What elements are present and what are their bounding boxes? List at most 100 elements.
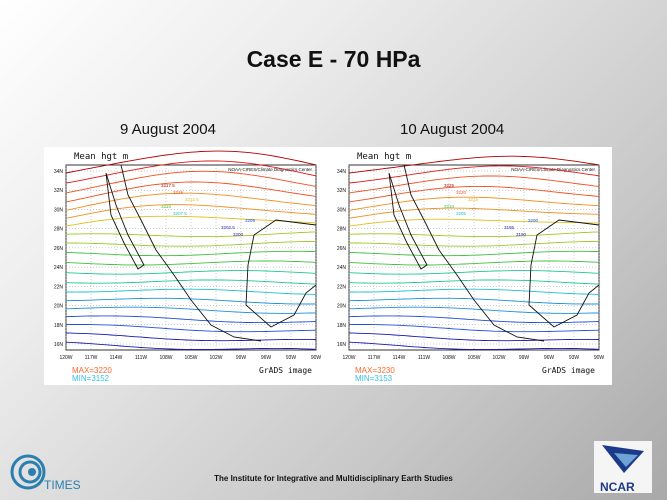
lon-tick-label: 111W — [135, 355, 148, 361]
ncar-logo-icon — [602, 445, 644, 473]
times-logo-ring-inner — [18, 460, 42, 484]
contour-line — [348, 218, 600, 227]
lat-tick-label: 20N — [337, 304, 347, 310]
lon-tick-label: 120W — [59, 355, 72, 361]
contour-value-label: 3217.5 — [161, 183, 175, 188]
lon-tick-label: 96W — [261, 355, 272, 361]
contour-line — [348, 196, 600, 211]
contour-value-label: 3215 — [173, 190, 184, 195]
contour-line — [348, 306, 600, 314]
contour-line — [348, 260, 600, 266]
contour-line — [348, 250, 600, 257]
contour-line — [348, 315, 600, 324]
grads-image-label: GrADS image — [259, 366, 312, 375]
contour-line — [348, 332, 600, 342]
lat-tick-label: 32N — [337, 188, 347, 194]
coastline-baja — [388, 172, 428, 270]
times-logo-dot — [28, 468, 36, 476]
contour-value-label: 3202.5 — [221, 225, 235, 230]
contour-value-label: 3207.5 — [173, 211, 187, 216]
field-label: Mean hgt m — [74, 152, 128, 162]
contour-line — [65, 260, 317, 266]
lat-tick-label: 34N — [337, 169, 347, 175]
contour-line — [65, 231, 317, 238]
contour-value-label: 3205 — [456, 211, 467, 216]
lon-tick-label: 114W — [393, 355, 406, 361]
contour-value-label: 3205 — [245, 218, 256, 223]
coastline-pacific — [403, 164, 545, 342]
map-date-right: 10 August 2004 — [400, 121, 505, 138]
contour-line — [65, 324, 317, 333]
times-logo-text: TIMES — [44, 478, 81, 492]
contour-line — [65, 160, 317, 184]
lat-tick-label: 18N — [337, 323, 347, 329]
coastline-gulf — [528, 219, 600, 328]
lat-tick-label: 16N — [337, 342, 347, 348]
lon-tick-label: 90W — [311, 355, 322, 361]
contour-value-label: 3200 — [233, 232, 244, 237]
lat-tick-label: 22N — [54, 284, 64, 290]
contour-line — [348, 279, 600, 285]
lat-tick-label: 26N — [54, 246, 64, 252]
lat-tick-label: 30N — [337, 207, 347, 213]
lon-tick-label: 99W — [519, 355, 530, 361]
contour-line — [65, 204, 317, 219]
contour-line — [348, 270, 600, 275]
contour-line — [348, 155, 600, 174]
contour-value-label: 3210 — [444, 204, 455, 209]
contour-line — [65, 341, 317, 350]
coastline-baja — [105, 172, 145, 270]
contour-line — [348, 207, 600, 219]
lat-tick-label: 22N — [337, 284, 347, 290]
ncar-label: NCAR — [600, 480, 635, 494]
contour-line — [348, 297, 600, 305]
contour-line — [65, 181, 317, 203]
lon-tick-label: 93W — [286, 355, 297, 361]
lat-tick-label: 32N — [54, 188, 64, 194]
contour-value-label: 3195 — [504, 225, 515, 230]
lat-tick-label: 28N — [337, 227, 347, 233]
lon-tick-label: 102W — [209, 355, 222, 361]
contour-line — [65, 306, 317, 314]
slide-title: Case E - 70 HPa — [246, 46, 421, 72]
lon-tick-label: 102W — [492, 355, 505, 361]
coastline-gulf — [245, 219, 317, 328]
lon-tick-label: 111W — [418, 355, 431, 361]
height-map-left: Mean hgt m NOAA-CIRES/Climate Diagnostics… — [44, 147, 329, 385]
height-map-right: Mean hgt m NOAA-CIRES/Climate Diagnostics… — [327, 147, 612, 385]
contour-value-label: 3225 — [444, 183, 455, 188]
lon-tick-label: 108W — [159, 355, 172, 361]
lat-tick-label: 28N — [54, 227, 64, 233]
lon-tick-label: 108W — [442, 355, 455, 361]
contour-map-left: Mean hgt m NOAA-CIRES/Climate Diagnostics… — [54, 150, 322, 383]
lon-tick-label: 90W — [594, 355, 605, 361]
contour-line — [65, 297, 317, 305]
contour-line — [65, 279, 317, 285]
contour-line — [348, 324, 600, 333]
lon-tick-label: 114W — [110, 355, 123, 361]
contour-line — [349, 240, 599, 247]
contour-line — [348, 231, 600, 238]
contour-line — [65, 150, 317, 174]
coastline-pacific — [120, 164, 262, 342]
lon-tick-label: 105W — [184, 355, 197, 361]
lat-tick-label: 30N — [54, 207, 64, 213]
lon-tick-label: 93W — [569, 355, 580, 361]
lon-tick-label: 96W — [544, 355, 555, 361]
contour-line — [66, 240, 316, 247]
contour-line — [65, 192, 317, 211]
lon-tick-label: 99W — [236, 355, 247, 361]
times-logo-ring-outer — [10, 454, 46, 490]
ncar-logo — [594, 441, 652, 493]
grads-image-label: GrADS image — [542, 366, 595, 375]
contour-value-label: 3215 — [468, 197, 479, 202]
lat-tick-label: 24N — [54, 265, 64, 271]
lat-tick-label: 16N — [54, 342, 64, 348]
contour-line — [66, 288, 317, 295]
max-value-label: MAX=3220 — [72, 366, 112, 375]
institute-footer: The Institute for Integrative and Multid… — [214, 474, 453, 483]
min-value-label: MIN=3152 — [72, 374, 110, 383]
contour-value-label: 3210 — [161, 204, 172, 209]
lon-tick-label: 117W — [368, 355, 381, 361]
